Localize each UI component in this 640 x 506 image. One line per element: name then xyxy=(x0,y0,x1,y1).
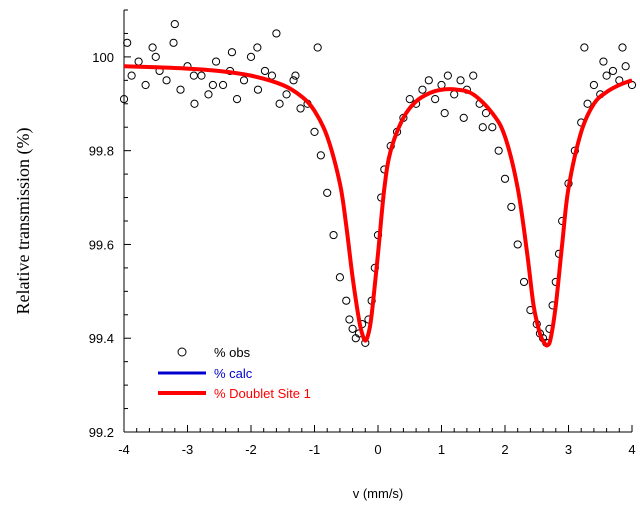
obs-point xyxy=(169,38,178,47)
obs-point xyxy=(272,29,281,38)
x-tick-label: -3 xyxy=(182,442,194,457)
obs-point xyxy=(488,123,497,132)
obs-point xyxy=(450,90,459,99)
obs-point xyxy=(253,85,263,94)
obs-point xyxy=(267,71,277,80)
obs-point xyxy=(227,48,237,57)
obs-point xyxy=(282,90,291,99)
x-tick-label: -1 xyxy=(309,442,321,457)
legend-doublet-label: % Doublet Site 1 xyxy=(214,386,311,401)
obs-point xyxy=(494,146,503,155)
obs-point xyxy=(134,57,143,66)
obs-point xyxy=(618,43,627,52)
obs-point xyxy=(335,273,344,282)
obs-point xyxy=(310,127,319,137)
obs-point xyxy=(513,240,522,249)
obs-point xyxy=(500,174,510,183)
obs-point xyxy=(440,109,449,118)
obs-point xyxy=(348,324,357,333)
obs-point xyxy=(329,230,338,240)
obs-point xyxy=(218,80,228,90)
obs-point xyxy=(316,151,325,160)
legend-obs-label: % obs xyxy=(214,345,251,360)
x-tick-label: 4 xyxy=(628,442,635,457)
obs-point xyxy=(469,71,478,80)
plot-area: -4 -3 -2 -1 0 1 2 3 4 99.2 99.4 99.6 99.8 100 xyxy=(89,9,637,457)
obs-point xyxy=(289,76,298,85)
obs-point xyxy=(127,71,136,80)
obs-point xyxy=(296,104,305,113)
legend-calc-label: % calc xyxy=(214,366,253,381)
obs-point xyxy=(141,80,150,90)
obs-point xyxy=(232,94,242,104)
obs-point xyxy=(323,188,332,197)
legend: % obs % calc % Doublet Site 1 xyxy=(158,345,311,401)
x-tick-label: -2 xyxy=(245,442,257,457)
obs-point xyxy=(507,202,516,212)
y-axis-title: Relative transmission (%) xyxy=(13,128,34,315)
obs-point xyxy=(291,71,300,80)
x-tick-label: 0 xyxy=(374,442,381,457)
obs-point xyxy=(342,296,351,305)
obs-point xyxy=(208,80,217,90)
obs-point xyxy=(197,71,206,80)
obs-point xyxy=(253,43,262,52)
x-tick-label: 2 xyxy=(501,442,508,457)
obs-point xyxy=(162,76,171,85)
obs-point xyxy=(599,57,608,66)
y-tick-label: 99.8 xyxy=(89,144,114,159)
obs-point xyxy=(608,66,618,76)
x-tick-label: 1 xyxy=(438,442,445,457)
obs-point xyxy=(246,52,256,61)
obs-point xyxy=(345,315,354,324)
obs-point xyxy=(239,76,249,85)
obs-point xyxy=(418,85,427,94)
obs-point xyxy=(583,99,592,108)
y-tick-label: 99.4 xyxy=(89,331,114,346)
y-tick-label: 99.6 xyxy=(89,237,114,252)
obs-point xyxy=(190,99,199,108)
y-ticks: 99.2 99.4 99.6 99.8 100 xyxy=(89,9,131,440)
obs-point xyxy=(170,19,179,29)
obs-point xyxy=(459,113,468,122)
obs-point xyxy=(204,90,213,99)
obs-point xyxy=(431,94,440,104)
obs-point xyxy=(151,52,160,61)
x-ticks: -4 -3 -2 -1 0 1 2 3 4 xyxy=(118,425,636,457)
obs-point xyxy=(621,62,630,71)
obs-point xyxy=(176,85,185,94)
obs-point xyxy=(424,76,433,85)
x-tick-label: -4 xyxy=(118,442,130,457)
y-tick-label: 99.2 xyxy=(89,425,114,440)
obs-point xyxy=(478,123,487,132)
obs-point xyxy=(148,43,157,52)
obs-point xyxy=(123,38,132,47)
obs-point xyxy=(275,99,284,108)
obs-point xyxy=(456,76,465,85)
obs-point xyxy=(211,57,221,66)
obs-point xyxy=(602,71,611,80)
legend-obs-marker xyxy=(177,347,187,357)
obs-point xyxy=(260,66,270,76)
obs-point xyxy=(405,94,414,104)
x-tick-label: 3 xyxy=(565,442,572,457)
obs-point xyxy=(580,43,589,52)
obs-point xyxy=(481,109,491,118)
obs-point xyxy=(313,43,322,52)
x-axis-title: v (mm/s) xyxy=(353,486,404,501)
doublet-series-line xyxy=(123,64,633,348)
obs-point xyxy=(589,80,599,90)
obs-point xyxy=(119,94,129,104)
obs-point xyxy=(443,71,452,80)
obs-point xyxy=(189,71,198,80)
y-tick-label: 100 xyxy=(92,50,114,65)
obs-point xyxy=(519,277,529,287)
